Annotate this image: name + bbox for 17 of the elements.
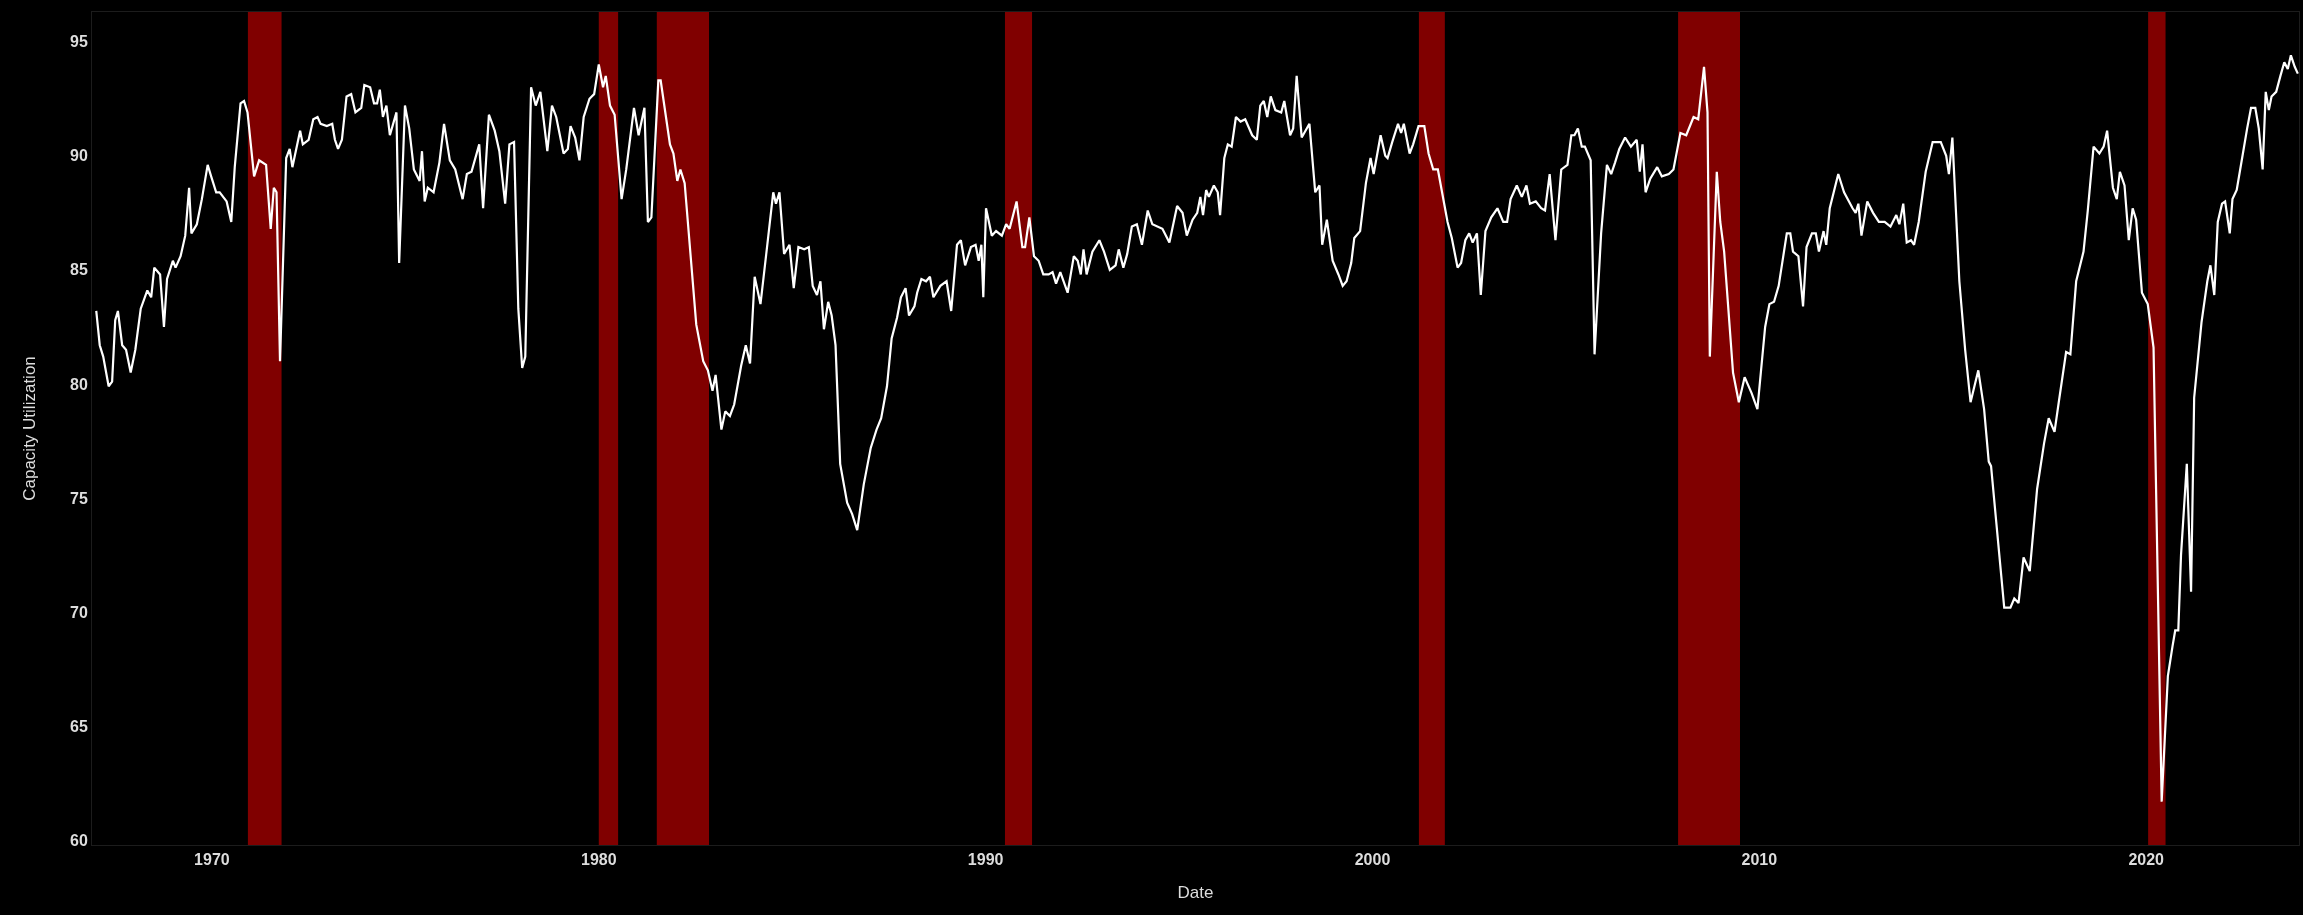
y-tick-label: 75	[70, 489, 88, 507]
x-tick-label: 1970	[194, 851, 230, 869]
x-tick-label: 2000	[1354, 851, 1391, 869]
y-tick-label: 95	[70, 33, 88, 51]
y-tick-label: 85	[70, 261, 88, 279]
line-series	[95, 54, 2299, 803]
x-axis-title: Date	[1177, 882, 1214, 902]
y-tick-label: 90	[70, 147, 88, 165]
y-axis-title: Capacity Utilization	[19, 356, 39, 501]
y-tick-label: 65	[70, 717, 88, 735]
y-tick-label: 70	[70, 603, 88, 621]
x-tick-label: 2020	[2128, 851, 2165, 869]
y-tick-label: 60	[70, 832, 88, 850]
x-tick-label: 2010	[1741, 851, 1778, 869]
x-tick-label: 1990	[967, 851, 1004, 869]
x-tick-label: 1980	[580, 851, 617, 869]
y-tick-label: 80	[70, 375, 88, 393]
